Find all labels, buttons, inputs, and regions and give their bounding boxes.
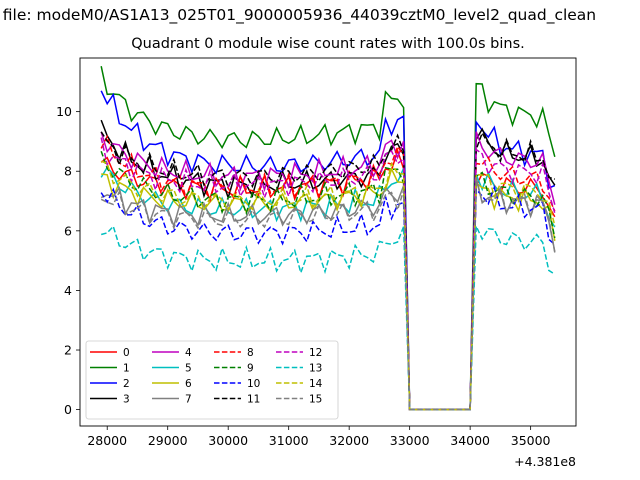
x-tick-label: 32000 (329, 433, 369, 448)
series-line-0 (100, 148, 556, 411)
legend-label-8: 8 (247, 347, 254, 359)
series-line-13 (101, 224, 556, 411)
figure-suptitle: n file: modeM0/AS1A13_025T01_9000005936_… (0, 6, 597, 24)
series-layer (100, 66, 556, 411)
x-tick-label: 28000 (87, 433, 127, 448)
x-tick-label: 35000 (511, 433, 551, 448)
x-tick-label: 29000 (148, 433, 188, 448)
legend-label-1: 1 (123, 363, 130, 375)
legend-label-9: 9 (247, 363, 254, 375)
axis-layer: 28000 29000 30000 31000 32000 33000 34000 35000… (56, 104, 550, 448)
legend-label-4: 4 (185, 347, 192, 359)
series-line-5 (100, 166, 556, 411)
legend-label-11: 11 (247, 394, 260, 406)
y-tick-label: 6 (64, 223, 72, 238)
legend-label-6: 6 (185, 378, 192, 390)
series-line-15 (100, 177, 556, 411)
legend-label-5: 5 (185, 363, 192, 375)
legend-label-13: 13 (309, 363, 322, 375)
y-tick-label: 4 (64, 283, 72, 298)
legend-label-12: 12 (309, 347, 322, 359)
x-offset-label: +4.381e8 (514, 454, 576, 469)
y-tick-label: 8 (64, 164, 72, 179)
legend-label-0: 0 (123, 347, 130, 359)
series-line-11 (100, 131, 556, 411)
legend-label-2: 2 (123, 378, 130, 390)
plot-frame (79, 57, 577, 427)
series-line-14 (100, 160, 556, 411)
x-tick-label: 30000 (208, 433, 248, 448)
series-line-12 (100, 137, 556, 411)
legend-box (85, 340, 339, 420)
legend-label-14: 14 (309, 378, 323, 390)
y-tick-label: 10 (56, 104, 72, 119)
y-tick-label: 0 (64, 402, 72, 417)
series-line-1 (100, 66, 556, 411)
series-line-7 (100, 178, 556, 411)
legend-label-15: 15 (309, 394, 322, 406)
series-line-4 (100, 131, 556, 411)
chart-title: Quadrant 0 module wise count rates with … (131, 36, 525, 52)
series-line-9 (100, 150, 556, 411)
x-tick-label: 34000 (450, 433, 490, 448)
legend-label-10: 10 (247, 378, 260, 390)
legend-label-3: 3 (123, 394, 130, 406)
x-tick-label: 31000 (269, 433, 309, 448)
legend-label-7: 7 (185, 394, 192, 406)
y-tick-label: 2 (64, 343, 72, 358)
x-tick-label: 33000 (390, 433, 430, 448)
